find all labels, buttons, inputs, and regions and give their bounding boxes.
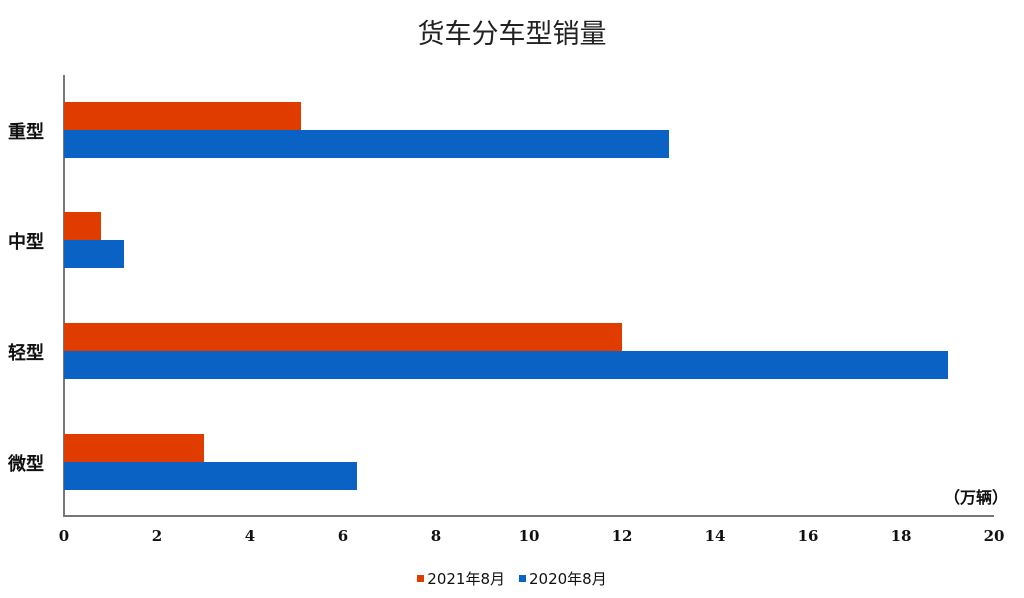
- x-tick-label: 10: [518, 527, 540, 545]
- x-tick-label: 14: [704, 527, 726, 545]
- bar-3-1: [64, 462, 357, 490]
- legend-item: 2020年8月: [519, 568, 607, 589]
- legend-label: 2021年8月: [427, 570, 505, 588]
- x-axis-line: [63, 515, 994, 517]
- x-tick-label: 6: [337, 527, 349, 545]
- bar-2-1: [64, 351, 948, 379]
- x-tick-label: 12: [611, 527, 633, 545]
- bar-2-0: [64, 323, 622, 351]
- unit-label: （万辆）: [944, 488, 1009, 507]
- bar-1-0: [64, 212, 102, 240]
- bar-3-0: [64, 434, 204, 462]
- x-tick-label: 20: [983, 527, 1005, 545]
- x-tick-label: 2: [151, 527, 163, 545]
- x-tick-label: 16: [797, 527, 819, 545]
- legend-swatch-icon: [519, 575, 526, 582]
- x-tick-label: 8: [430, 527, 442, 545]
- x-tick-label: 0: [58, 527, 70, 545]
- chart-title: 货车分车型销量: [417, 19, 607, 50]
- category-label: 微型: [8, 454, 44, 475]
- legend-item: 2021年8月: [417, 568, 505, 589]
- x-tick-label: 4: [244, 527, 256, 545]
- category-label: 轻型: [8, 343, 44, 364]
- bar-0-1: [64, 130, 669, 158]
- category-label: 重型: [8, 122, 44, 143]
- legend: 2021年8月 2020年8月: [0, 568, 1024, 589]
- x-tick-label: 18: [890, 527, 912, 545]
- legend-swatch-icon: [417, 575, 425, 582]
- plot-area: [64, 75, 994, 515]
- category-label: 中型: [8, 232, 44, 253]
- legend-label: 2020年8月: [529, 570, 607, 588]
- bar-0-0: [64, 102, 302, 130]
- y-axis-line: [63, 75, 65, 516]
- bar-1-1: [64, 240, 125, 268]
